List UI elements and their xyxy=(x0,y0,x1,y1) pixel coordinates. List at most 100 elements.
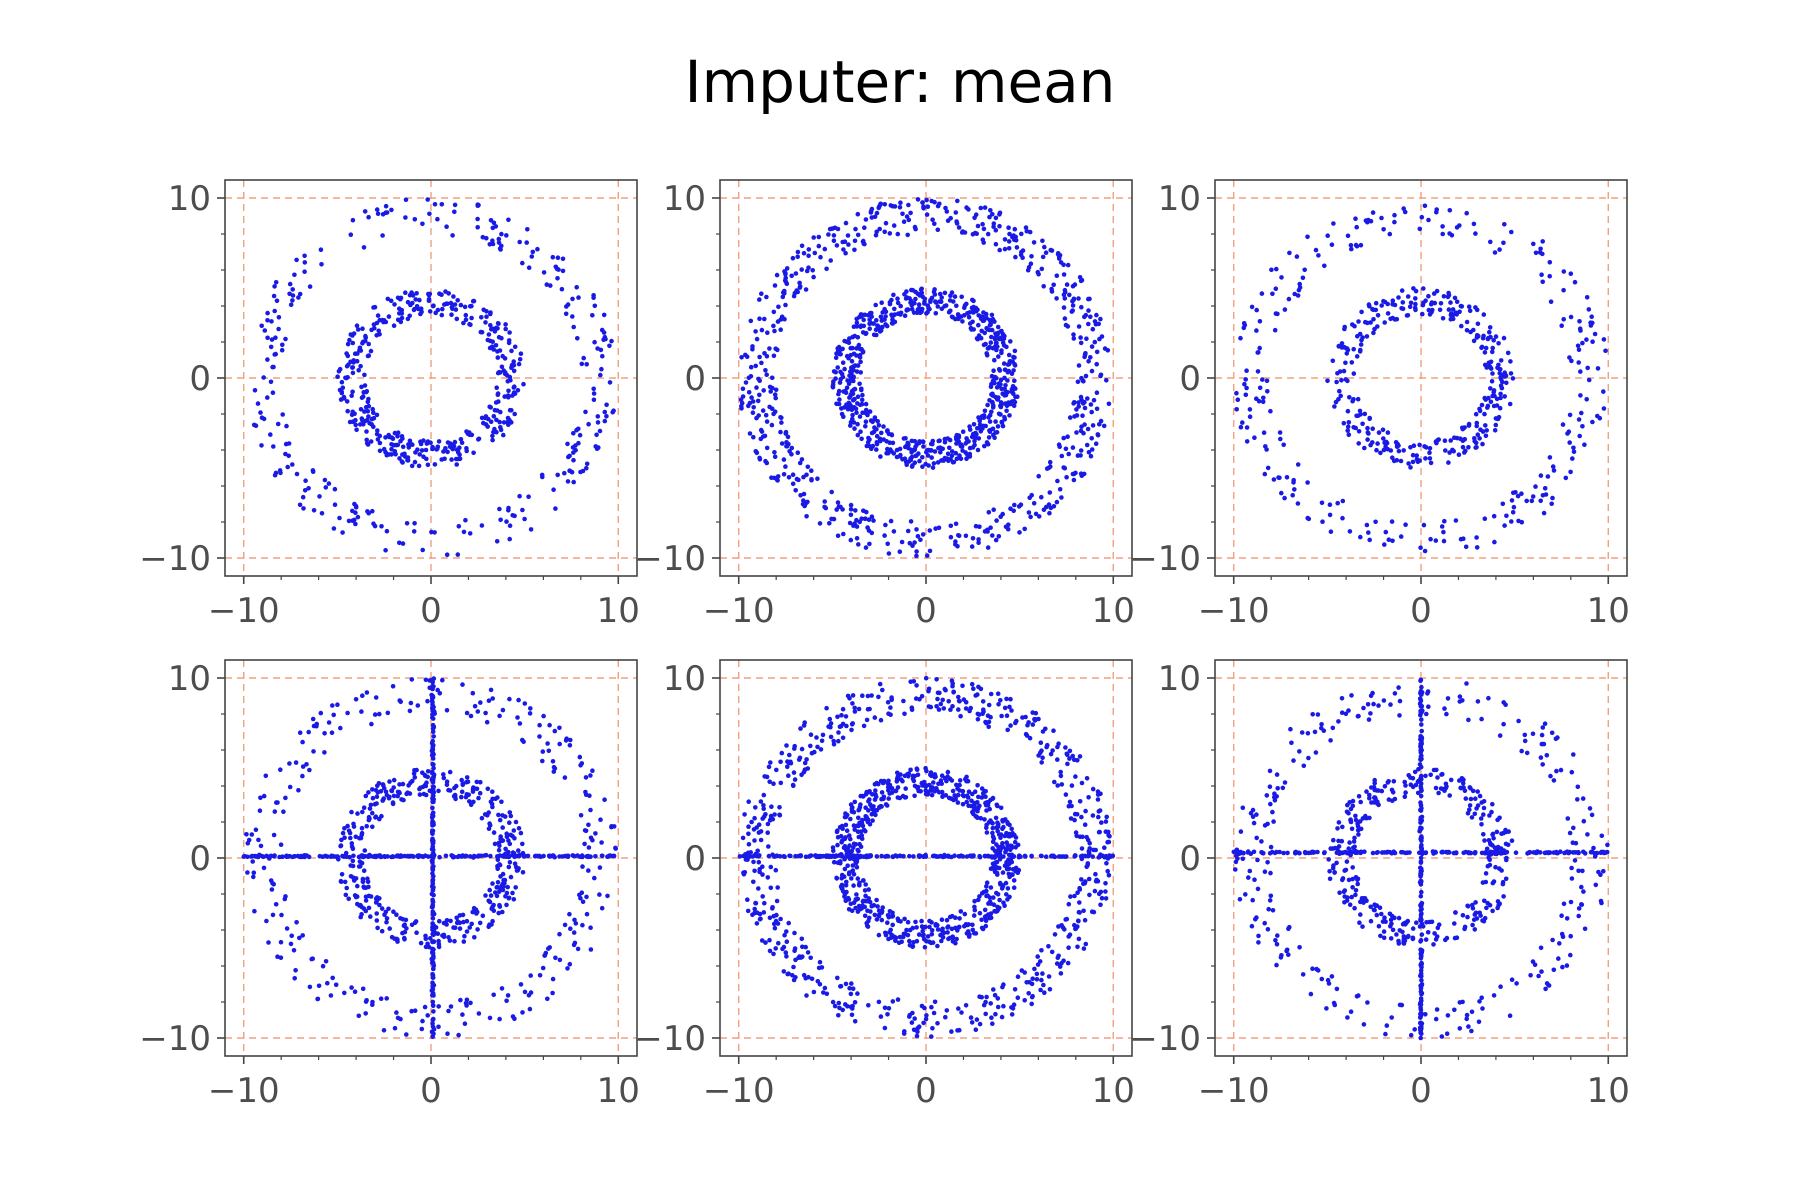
scatter-point xyxy=(933,299,938,304)
scatter-point xyxy=(390,854,396,860)
scatter-point xyxy=(1297,281,1302,287)
scatter-point xyxy=(364,440,370,446)
scatter-point xyxy=(854,369,860,374)
scatter-point xyxy=(380,797,386,802)
scatter-point xyxy=(910,776,916,782)
scatter-point xyxy=(946,795,952,801)
scatter-point xyxy=(384,919,389,925)
scatter-point xyxy=(960,429,966,435)
scatter-point xyxy=(269,887,275,892)
scatter-point xyxy=(508,874,514,880)
scatter-point xyxy=(1367,537,1372,543)
scatter-point xyxy=(768,864,774,870)
scatter-point xyxy=(1515,493,1521,499)
scatter-point xyxy=(993,815,999,821)
scatter-point xyxy=(925,934,931,939)
scatter-point xyxy=(557,741,562,747)
scatter-point xyxy=(795,450,801,456)
scatter-point xyxy=(977,994,982,999)
scatter-point xyxy=(1056,254,1062,259)
scatter-point xyxy=(1540,251,1545,257)
scatter-point xyxy=(490,433,495,439)
scatter-point xyxy=(399,315,405,321)
scatter-point xyxy=(849,358,855,364)
scatter-point xyxy=(370,508,375,514)
scatter-point xyxy=(402,937,407,942)
scatter-point xyxy=(776,940,781,946)
scatter-point xyxy=(545,996,550,1002)
scatter-point xyxy=(869,314,874,319)
scatter-point xyxy=(330,975,336,981)
scatter-point xyxy=(1093,871,1098,877)
scatter-point xyxy=(545,741,550,746)
scatter-point xyxy=(1508,359,1513,364)
scatter-point xyxy=(905,307,911,312)
scatter-point xyxy=(935,227,941,233)
scatter-point xyxy=(372,712,378,717)
scatter-point xyxy=(512,391,518,396)
scatter-point xyxy=(384,210,390,215)
scatter-point xyxy=(361,885,367,890)
scatter-point xyxy=(1358,534,1363,540)
scatter-point xyxy=(802,760,808,766)
scatter-point xyxy=(274,298,280,304)
scatter-point xyxy=(1256,398,1262,404)
scatter-point xyxy=(510,833,515,839)
scatter-point xyxy=(1459,304,1465,309)
scatter-point xyxy=(918,537,923,543)
scatter-point xyxy=(1046,974,1052,979)
scatter-point xyxy=(372,304,378,310)
scatter-point xyxy=(370,810,375,816)
scatter-point xyxy=(950,788,956,794)
scatter-point xyxy=(447,938,453,943)
scatter-point xyxy=(409,1008,414,1014)
scatter-point xyxy=(540,965,546,971)
scatter-point xyxy=(1462,437,1468,442)
scatter-point xyxy=(411,771,417,776)
scatter-point xyxy=(812,749,817,755)
scatter-point xyxy=(359,384,364,390)
scatter-point xyxy=(1433,538,1439,543)
scatter-point xyxy=(879,430,884,436)
scatter-point xyxy=(958,909,964,914)
scatter-point xyxy=(429,904,435,910)
scatter-point xyxy=(258,843,264,849)
scatter-point xyxy=(494,539,500,544)
scatter-point xyxy=(1244,439,1250,444)
scatter-point xyxy=(875,323,880,328)
scatter-point xyxy=(901,931,907,937)
scatter-point xyxy=(740,386,746,392)
scatter-point xyxy=(255,401,261,406)
scatter-point xyxy=(1079,877,1084,882)
scatter-point xyxy=(841,414,846,420)
scatter-point xyxy=(520,841,525,847)
scatter-point xyxy=(292,854,297,859)
scatter-point xyxy=(394,912,399,917)
scatter-point xyxy=(764,419,770,424)
scatter-point xyxy=(342,835,347,840)
scatter-point xyxy=(874,447,879,452)
scatter-point xyxy=(1092,339,1098,345)
scatter-point xyxy=(817,959,823,965)
scatter-point xyxy=(478,779,483,785)
scatter-point xyxy=(457,926,463,931)
scatter-point xyxy=(366,414,371,419)
scatter-point xyxy=(781,457,787,462)
scatter-point xyxy=(902,916,907,922)
scatter-point xyxy=(311,508,317,513)
scatter-point xyxy=(1273,286,1279,292)
scatter-point xyxy=(272,352,278,357)
scatter-point xyxy=(520,737,525,743)
scatter-point xyxy=(1055,478,1060,484)
scatter-point xyxy=(754,921,760,926)
scatter-point xyxy=(360,879,366,884)
scatter-point xyxy=(562,470,567,476)
scatter-point xyxy=(939,295,944,300)
scatter-point xyxy=(356,864,362,869)
scatter-point xyxy=(831,369,837,374)
scatter-point xyxy=(355,327,361,332)
scatter-point xyxy=(522,989,528,995)
scatter-point xyxy=(889,432,894,437)
scatter-point xyxy=(1358,342,1364,347)
scatter-point xyxy=(520,507,525,513)
